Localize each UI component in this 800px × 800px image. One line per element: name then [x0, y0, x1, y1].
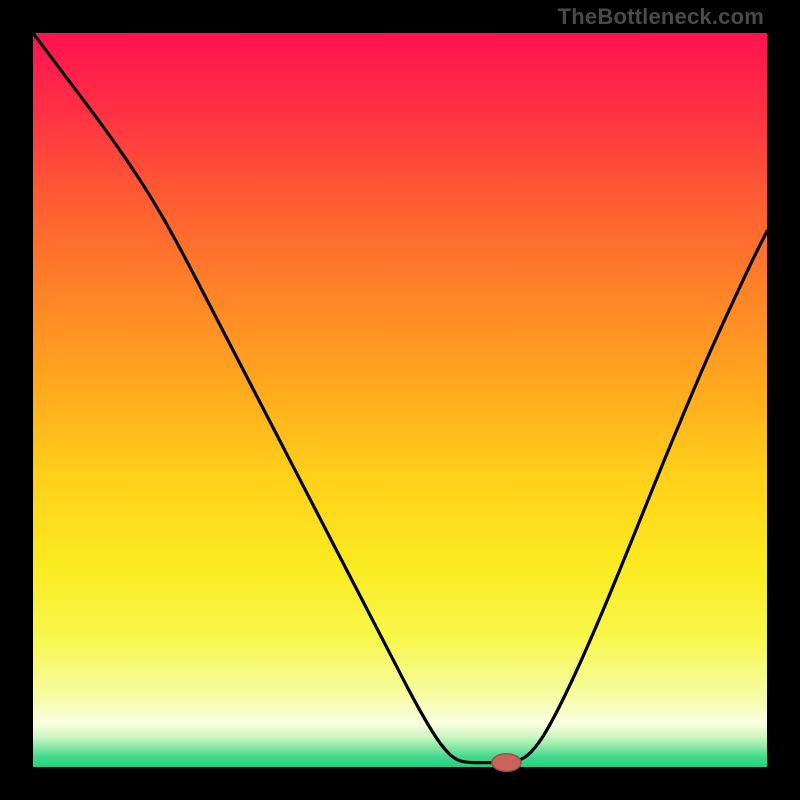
watermark-text: TheBottleneck.com — [558, 4, 764, 30]
chart-frame: TheBottleneck.com — [0, 0, 800, 800]
chart-svg — [0, 0, 800, 800]
plot-background — [33, 33, 767, 767]
optimal-point-marker — [492, 754, 521, 772]
